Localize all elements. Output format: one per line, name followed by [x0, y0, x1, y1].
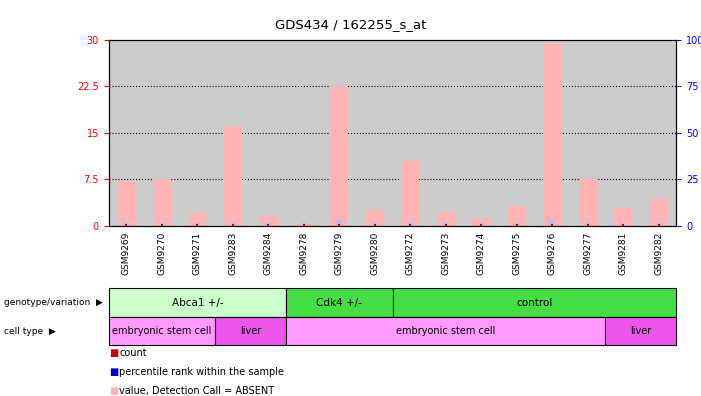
- Text: ■: ■: [109, 386, 118, 396]
- Bar: [251, 40, 286, 226]
- Bar: [301, 223, 306, 226]
- Text: Cdk4 +/-: Cdk4 +/-: [316, 297, 362, 308]
- Bar: [650, 198, 667, 226]
- Bar: [215, 40, 251, 226]
- Bar: [622, 224, 625, 226]
- Text: genotype/variation  ▶: genotype/variation ▶: [4, 298, 102, 307]
- Bar: [606, 40, 641, 226]
- Bar: [570, 40, 606, 226]
- Bar: [357, 40, 393, 226]
- Bar: [535, 40, 570, 226]
- Bar: [195, 223, 200, 226]
- Bar: [428, 40, 463, 226]
- Bar: [444, 223, 448, 226]
- Bar: [508, 206, 526, 226]
- Bar: [614, 208, 632, 226]
- Bar: [266, 223, 271, 226]
- Bar: [232, 224, 234, 226]
- Bar: [480, 224, 482, 226]
- Bar: [303, 224, 305, 226]
- Bar: [393, 40, 428, 226]
- Bar: [124, 223, 128, 226]
- Bar: [109, 40, 144, 226]
- Bar: [409, 224, 411, 226]
- Text: embryonic stem cell: embryonic stem cell: [396, 326, 496, 336]
- Bar: [179, 40, 215, 226]
- Text: ■: ■: [109, 367, 118, 377]
- Text: control: control: [517, 297, 552, 308]
- Text: value, Detection Call = ABSENT: value, Detection Call = ABSENT: [119, 386, 274, 396]
- Bar: [479, 223, 484, 226]
- Text: Abca1 +/-: Abca1 +/-: [172, 297, 223, 308]
- Text: cell type  ▶: cell type ▶: [4, 327, 55, 335]
- Bar: [337, 219, 341, 226]
- Bar: [515, 223, 519, 226]
- Bar: [339, 224, 341, 226]
- Bar: [402, 160, 419, 226]
- Bar: [144, 40, 179, 226]
- Bar: [499, 40, 535, 226]
- Bar: [118, 181, 135, 226]
- Text: GDS434 / 162255_s_at: GDS434 / 162255_s_at: [275, 18, 426, 31]
- Text: liver: liver: [630, 326, 652, 336]
- Bar: [408, 223, 412, 226]
- Bar: [550, 219, 554, 226]
- Bar: [322, 40, 357, 226]
- Bar: [259, 216, 277, 226]
- Bar: [444, 224, 447, 226]
- Text: embryonic stem cell: embryonic stem cell: [112, 326, 212, 336]
- Bar: [295, 224, 313, 226]
- Bar: [437, 212, 455, 226]
- Bar: [543, 43, 561, 226]
- Bar: [587, 224, 589, 226]
- Bar: [153, 179, 171, 226]
- Bar: [641, 40, 676, 226]
- Text: liver: liver: [240, 326, 261, 336]
- Bar: [161, 224, 163, 226]
- Bar: [374, 224, 376, 226]
- Bar: [267, 224, 269, 226]
- Text: count: count: [119, 348, 147, 358]
- Bar: [231, 223, 235, 226]
- Bar: [366, 210, 383, 226]
- Bar: [330, 86, 348, 226]
- Text: percentile rank within the sample: percentile rank within the sample: [119, 367, 284, 377]
- Bar: [125, 224, 128, 226]
- Bar: [373, 223, 377, 226]
- Bar: [585, 223, 590, 226]
- Bar: [189, 213, 206, 226]
- Bar: [579, 179, 597, 226]
- Bar: [286, 40, 322, 226]
- Bar: [551, 224, 553, 226]
- Bar: [463, 40, 499, 226]
- Bar: [472, 218, 490, 226]
- Bar: [224, 126, 242, 226]
- Bar: [160, 223, 164, 226]
- Bar: [621, 223, 625, 226]
- Bar: [516, 224, 518, 226]
- Text: ■: ■: [109, 348, 118, 358]
- Bar: [658, 224, 660, 226]
- Bar: [196, 224, 198, 226]
- Bar: [657, 223, 661, 226]
